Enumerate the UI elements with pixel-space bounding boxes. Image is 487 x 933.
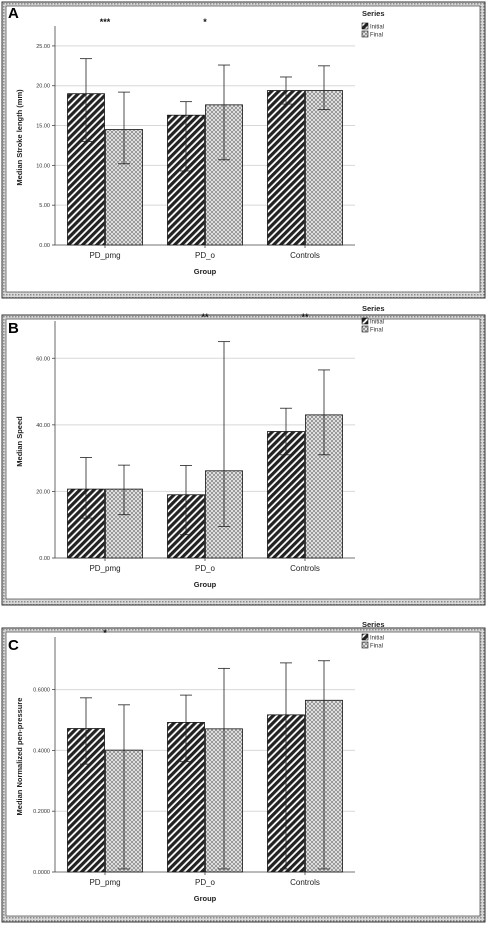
y-tick-label: 60.00 bbox=[36, 356, 50, 362]
y-tick-label: 0.6000 bbox=[33, 688, 50, 694]
significance-marker: ** bbox=[301, 312, 309, 322]
chart-panel-a: 0.00 5.00 10.00 15.00 20.00 25.00 PD_pmg PD_o Co… bbox=[0, 0, 487, 308]
legend-title: Series bbox=[362, 620, 385, 629]
y-tick-label: 0.0000 bbox=[33, 870, 50, 876]
y-axis-title: Median Stroke length (mm) bbox=[15, 89, 24, 186]
y-tick-label: 20.00 bbox=[36, 84, 50, 90]
x-axis-title: Group bbox=[194, 267, 217, 276]
panel-label-c: C bbox=[8, 637, 19, 654]
y-tick-label: 25.00 bbox=[36, 44, 50, 50]
significance-marker: * bbox=[103, 628, 107, 638]
significance-marker: ** bbox=[201, 312, 209, 322]
legend-swatch-final bbox=[361, 325, 369, 333]
y-axis-title: Median Normalized pen-pressure bbox=[15, 698, 24, 816]
y-tick-label: 0.00 bbox=[39, 556, 50, 562]
significance-marker: *** bbox=[100, 17, 111, 27]
y-tick-label: 15.00 bbox=[36, 124, 50, 130]
chart-c-svg: 0.0000 0.2000 0.4000 0.6000 PD_pmg PD_o Contro… bbox=[1, 620, 486, 923]
y-tick-label: 0.2000 bbox=[33, 809, 50, 815]
legend-title: Series bbox=[362, 9, 385, 18]
x-axis-title: Group bbox=[194, 894, 217, 903]
y-axis-title: Median Speed bbox=[15, 416, 24, 467]
significance-marker: * bbox=[203, 17, 207, 27]
y-tick-label: 10.00 bbox=[36, 163, 50, 169]
legend-swatch-initial bbox=[361, 317, 369, 325]
legend-label-initial: Initial bbox=[370, 25, 384, 31]
legend-swatch-initial bbox=[361, 633, 369, 641]
chart-b-svg: 0.00 20.00 40.00 60.00 PD_pmg PD_o Controls ** *… bbox=[1, 304, 486, 606]
panel-label-b: B bbox=[8, 320, 19, 337]
bar-initial bbox=[267, 90, 305, 246]
chart-panel-b: 0.00 20.00 40.00 60.00 PD_pmg PD_o Controls ** *… bbox=[0, 304, 487, 612]
y-tick-label: 0.4000 bbox=[33, 748, 50, 754]
x-tick-label: PD_pmg bbox=[89, 878, 120, 887]
x-tick-label: PD_pmg bbox=[89, 251, 120, 260]
chart-a-svg: 0.00 5.00 10.00 15.00 20.00 25.00 PD_pmg PD_o Co… bbox=[1, 1, 486, 299]
x-axis-title: Group bbox=[194, 580, 217, 589]
x-tick-label: PD_pmg bbox=[89, 564, 120, 573]
legend-swatch-final bbox=[361, 641, 369, 649]
legend-label-initial: Initial bbox=[370, 320, 384, 326]
legend-label-final: Final bbox=[370, 644, 383, 650]
x-tick-label: Controls bbox=[290, 251, 320, 260]
x-tick-label: Controls bbox=[290, 878, 320, 887]
y-tick-label: 20.00 bbox=[36, 489, 50, 495]
x-tick-label: PD_o bbox=[195, 251, 216, 260]
x-tick-label: PD_o bbox=[195, 564, 216, 573]
legend-title: Series bbox=[362, 304, 385, 313]
chart-panel-c: 0.0000 0.2000 0.4000 0.6000 PD_pmg PD_o Contro… bbox=[0, 620, 487, 933]
x-tick-label: PD_o bbox=[195, 878, 216, 887]
y-tick-label: 5.00 bbox=[39, 203, 50, 209]
legend-label-final: Final bbox=[370, 33, 383, 39]
y-tick-label: 40.00 bbox=[36, 423, 50, 429]
panel-label-a: A bbox=[8, 5, 19, 22]
y-tick-label: 0.00 bbox=[39, 243, 50, 249]
legend-label-final: Final bbox=[370, 328, 383, 334]
legend-label-initial: Initial bbox=[370, 636, 384, 642]
legend-swatch-final bbox=[361, 30, 369, 38]
bar-final bbox=[305, 90, 343, 246]
x-tick-label: Controls bbox=[290, 564, 320, 573]
legend-swatch-initial bbox=[361, 22, 369, 30]
